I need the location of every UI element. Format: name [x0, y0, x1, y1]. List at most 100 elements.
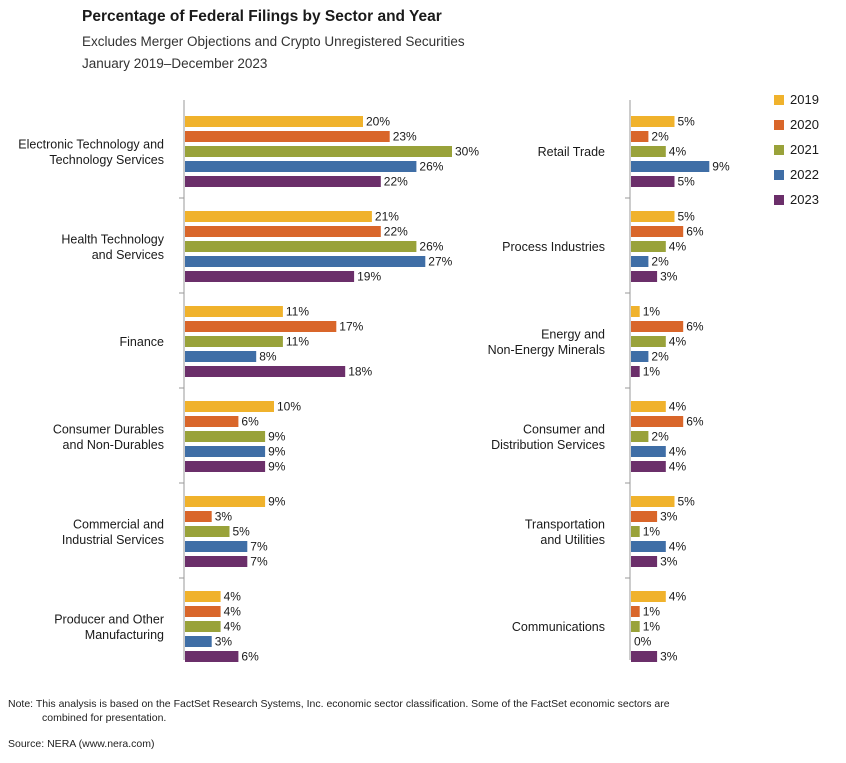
chart-title: Percentage of Federal Filings by Sector …: [82, 8, 442, 25]
bar-energy-and-non-energy-minerals-2023: [631, 366, 640, 377]
bar-producer-and-other-manufacturing-2020: [185, 606, 221, 617]
bar-process-industries-2021: [631, 241, 666, 252]
bar-consumer-and-distribution-services-2020: [631, 416, 684, 427]
data-label-communications-2023: 3%: [660, 650, 678, 664]
legend-swatch-2023: [774, 195, 784, 205]
bar-commercial-and-industrial-services-2023: [185, 556, 248, 567]
data-label-producer-and-other-manufacturing-2019: 4%: [224, 590, 242, 604]
legend-label-2019: 2019: [790, 92, 819, 107]
data-label-commercial-and-industrial-services-2019: 9%: [268, 495, 286, 509]
data-label-consumer-durables-and-non-durables-2019: 10%: [277, 400, 301, 414]
bar-producer-and-other-manufacturing-2022: [185, 636, 212, 647]
bar-finance-2019: [185, 306, 283, 317]
legend-label-2021: 2021: [790, 142, 819, 157]
legend-label-2020: 2020: [790, 117, 819, 132]
data-label-health-technology-and-services-2021: 26%: [419, 240, 443, 254]
bar-transportation-and-utilities-2019: [631, 496, 675, 507]
sector-label-retail-trade: Retail Trade: [538, 145, 605, 159]
legend-swatch-2019: [774, 95, 784, 105]
bar-consumer-durables-and-non-durables-2019: [185, 401, 274, 412]
bar-finance-2021: [185, 336, 283, 347]
bar-chart: Electronic Technology and Technology Serv…: [18, 92, 819, 664]
data-label-electronic-technology-and-technology-services-2022: 26%: [419, 160, 443, 174]
data-label-consumer-durables-and-non-durables-2020: 6%: [241, 415, 259, 429]
sector-label-consumer-and-distribution-services: Consumer and Distribution Services: [491, 422, 605, 452]
data-label-transportation-and-utilities-2019: 5%: [678, 495, 696, 509]
data-label-health-technology-and-services-2022: 27%: [428, 255, 452, 269]
sector-label-consumer-durables-and-non-durables: Consumer Durables and Non-Durables: [53, 422, 164, 452]
data-label-health-technology-and-services-2023: 19%: [357, 270, 381, 284]
bar-consumer-and-distribution-services-2023: [631, 461, 666, 472]
bar-electronic-technology-and-technology-services-2023: [185, 176, 381, 187]
data-label-transportation-and-utilities-2020: 3%: [660, 510, 678, 524]
sector-label-communications: Communications: [512, 620, 605, 634]
data-label-electronic-technology-and-technology-services-2019: 20%: [366, 115, 390, 129]
data-label-consumer-and-distribution-services-2019: 4%: [669, 400, 687, 414]
bar-electronic-technology-and-technology-services-2020: [185, 131, 390, 142]
bar-health-technology-and-services-2019: [185, 211, 372, 222]
sector-label-commercial-and-industrial-services: Commercial and Industrial Services: [62, 517, 164, 547]
bar-retail-trade-2022: [631, 161, 710, 172]
data-label-producer-and-other-manufacturing-2023: 6%: [241, 650, 259, 664]
data-label-finance-2021: 11%: [286, 335, 309, 349]
data-label-process-industries-2023: 3%: [660, 270, 678, 284]
bar-producer-and-other-manufacturing-2021: [185, 621, 221, 632]
bar-consumer-and-distribution-services-2019: [631, 401, 666, 412]
data-label-process-industries-2022: 2%: [651, 255, 669, 269]
sector-label-energy-and-non-energy-minerals: Energy and Non-Energy Minerals: [488, 327, 605, 357]
data-label-consumer-and-distribution-services-2020: 6%: [686, 415, 704, 429]
sector-label-transportation-and-utilities: Transportation and Utilities: [525, 517, 605, 547]
sector-label-health-technology-and-services: Health Technology and Services: [61, 232, 164, 262]
bar-electronic-technology-and-technology-services-2019: [185, 116, 363, 127]
source-note: Source: NERA (www.nera.com): [8, 738, 155, 750]
footnote-text: Note: This analysis is based on the Fact…: [8, 698, 670, 710]
sector-label-producer-and-other-manufacturing: Producer and Other Manufacturing: [54, 612, 164, 642]
data-label-energy-and-non-energy-minerals-2020: 6%: [686, 320, 704, 334]
data-label-transportation-and-utilities-2022: 4%: [669, 540, 687, 554]
chart-period: January 2019–December 2023: [82, 56, 268, 71]
data-label-commercial-and-industrial-services-2021: 5%: [233, 525, 251, 539]
data-label-health-technology-and-services-2020: 22%: [384, 225, 408, 239]
bar-retail-trade-2023: [631, 176, 675, 187]
bar-retail-trade-2021: [631, 146, 666, 157]
data-label-retail-trade-2022: 9%: [712, 160, 730, 174]
data-label-energy-and-non-energy-minerals-2022: 2%: [651, 350, 669, 364]
legend-label-2022: 2022: [790, 167, 819, 182]
legend-swatch-2022: [774, 170, 784, 180]
bar-finance-2023: [185, 366, 346, 377]
legend-label-2023: 2023: [790, 192, 819, 207]
bar-consumer-durables-and-non-durables-2022: [185, 446, 266, 457]
data-label-communications-2020: 1%: [643, 605, 661, 619]
bar-consumer-durables-and-non-durables-2023: [185, 461, 266, 472]
data-label-consumer-durables-and-non-durables-2021: 9%: [268, 430, 286, 444]
bar-process-industries-2020: [631, 226, 684, 237]
bar-transportation-and-utilities-2022: [631, 541, 666, 552]
data-label-process-industries-2021: 4%: [669, 240, 687, 254]
data-label-energy-and-non-energy-minerals-2021: 4%: [669, 335, 687, 349]
bar-finance-2022: [185, 351, 257, 362]
data-label-finance-2022: 8%: [259, 350, 277, 364]
data-label-commercial-and-industrial-services-2020: 3%: [215, 510, 233, 524]
bar-health-technology-and-services-2022: [185, 256, 426, 267]
bar-transportation-and-utilities-2020: [631, 511, 658, 522]
data-label-retail-trade-2019: 5%: [678, 115, 696, 129]
sector-label-finance: Finance: [120, 335, 165, 349]
data-label-retail-trade-2023: 5%: [678, 175, 696, 189]
chart-subtitle: Excludes Merger Objections and Crypto Un…: [82, 34, 465, 49]
bar-consumer-and-distribution-services-2021: [631, 431, 649, 442]
bar-energy-and-non-energy-minerals-2022: [631, 351, 649, 362]
data-label-health-technology-and-services-2019: 21%: [375, 210, 399, 224]
data-label-consumer-and-distribution-services-2022: 4%: [669, 445, 687, 459]
data-label-finance-2020: 17%: [339, 320, 363, 334]
data-label-energy-and-non-energy-minerals-2023: 1%: [643, 365, 661, 379]
bar-finance-2020: [185, 321, 337, 332]
data-label-process-industries-2019: 5%: [678, 210, 696, 224]
legend-swatch-2020: [774, 120, 784, 130]
data-label-electronic-technology-and-technology-services-2023: 22%: [384, 175, 408, 189]
data-label-consumer-durables-and-non-durables-2022: 9%: [268, 445, 286, 459]
data-label-process-industries-2020: 6%: [686, 225, 704, 239]
data-label-retail-trade-2021: 4%: [669, 145, 687, 159]
data-label-finance-2019: 11%: [286, 305, 309, 319]
legend-swatch-2021: [774, 145, 784, 155]
data-label-producer-and-other-manufacturing-2021: 4%: [224, 620, 242, 634]
